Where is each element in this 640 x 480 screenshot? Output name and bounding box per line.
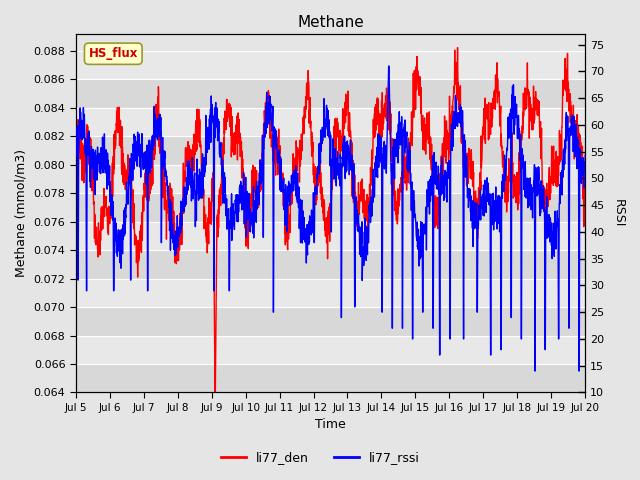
Y-axis label: RSSI: RSSI bbox=[612, 199, 625, 228]
Title: Methane: Methane bbox=[297, 15, 364, 30]
Legend: li77_den, li77_rssi: li77_den, li77_rssi bbox=[216, 446, 424, 469]
X-axis label: Time: Time bbox=[315, 419, 346, 432]
Bar bbox=[76, 165, 585, 193]
Bar bbox=[76, 250, 585, 278]
Y-axis label: Methane (mmol/m3): Methane (mmol/m3) bbox=[15, 149, 28, 277]
Bar bbox=[76, 336, 585, 364]
Bar bbox=[76, 278, 585, 307]
Bar bbox=[76, 364, 585, 393]
Bar bbox=[76, 193, 585, 222]
Bar bbox=[76, 136, 585, 165]
Bar bbox=[76, 222, 585, 250]
Text: HS_flux: HS_flux bbox=[88, 47, 138, 60]
Bar bbox=[76, 108, 585, 136]
Bar bbox=[76, 80, 585, 108]
Bar bbox=[76, 307, 585, 336]
Bar bbox=[76, 51, 585, 80]
